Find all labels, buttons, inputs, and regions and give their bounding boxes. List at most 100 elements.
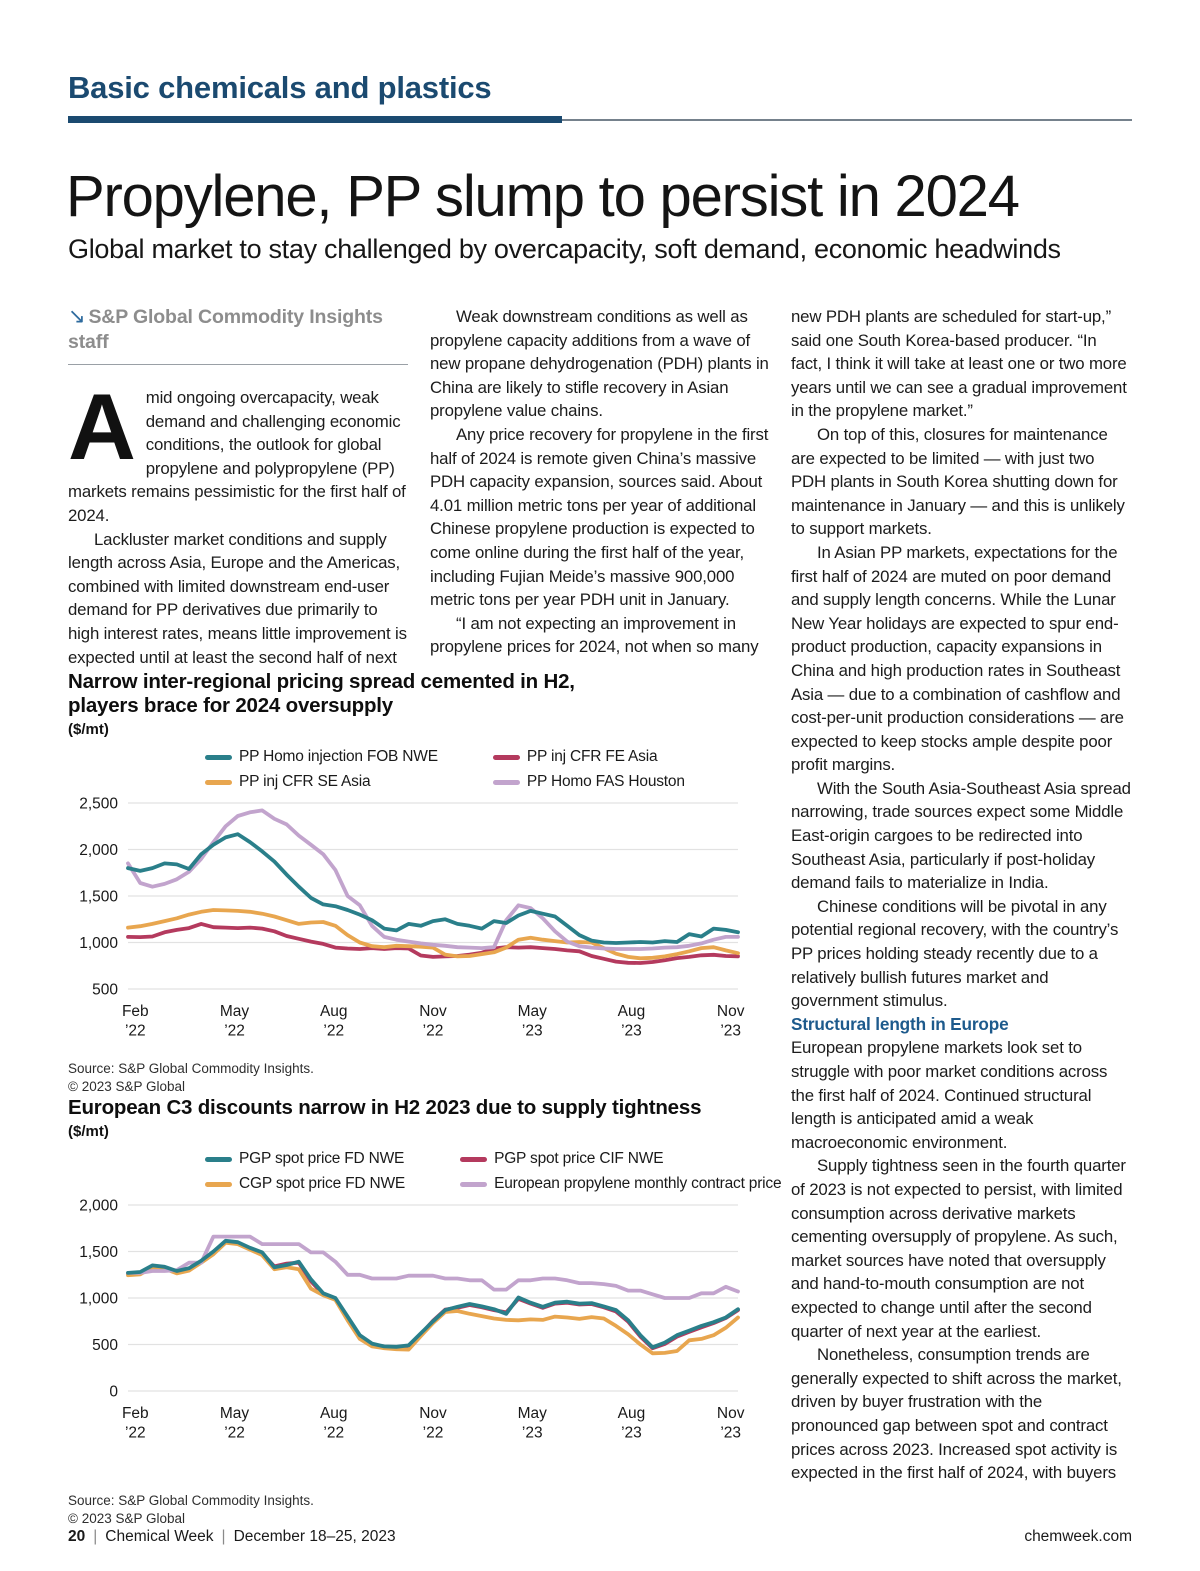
paragraph: new PDH plants are scheduled for start-u…: [791, 307, 1127, 421]
legend-swatch: [205, 754, 232, 760]
svg-text:Aug: Aug: [618, 1003, 646, 1020]
svg-text:2,500: 2,500: [79, 796, 118, 813]
svg-text:May: May: [518, 1405, 548, 1422]
svg-text:’23: ’23: [621, 1023, 642, 1040]
paragraph: “I am not expecting an improvement in pr…: [430, 613, 759, 657]
c3-discounts-chart: European C3 discounts narrow in H2 2023 …: [68, 1096, 782, 1527]
svg-text:Feb: Feb: [122, 1405, 149, 1422]
kicker-rule-thick: [68, 116, 562, 123]
svg-text:’22: ’22: [423, 1023, 444, 1040]
paragraph: On top of this, closures for maintenance…: [791, 424, 1125, 539]
legend-label: PGP spot price FD NWE: [239, 1150, 405, 1167]
paragraph: With the South Asia-Southeast Asia sprea…: [791, 778, 1131, 893]
svg-text:1,500: 1,500: [79, 1244, 118, 1261]
chart-legend: PGP spot price FD NWE PGP spot price CIF …: [205, 1150, 782, 1193]
section-kicker: Basic chemicals and plastics: [68, 70, 492, 105]
svg-text:1,500: 1,500: [79, 889, 118, 906]
chart-title: European C3 discounts narrow in H2 2023 …: [68, 1096, 702, 1119]
legend-item: PP Homo injection FOB NWE: [205, 748, 438, 766]
svg-text:’22: ’22: [323, 1425, 344, 1442]
legend-label: PGP spot price CIF NWE: [494, 1150, 664, 1167]
svg-text:Aug: Aug: [320, 1003, 348, 1020]
svg-text:’23: ’23: [720, 1425, 741, 1442]
svg-text:’23: ’23: [621, 1425, 642, 1442]
svg-text:’23: ’23: [522, 1023, 543, 1040]
svg-text:May: May: [220, 1405, 250, 1422]
paragraph: Supply tightness seen in the fourth quar…: [791, 1156, 1126, 1341]
line-chart-plot: 2,500 2,000 1,500 1,000 500 Feb ’22 May ’22 Aug ’2…: [68, 793, 746, 1052]
svg-text:May: May: [220, 1003, 250, 1020]
chart-source: Source: S&P Global Commodity Insights. © …: [68, 1061, 314, 1094]
svg-text:2,000: 2,000: [79, 1198, 118, 1215]
issue-date: December 18–25, 2023: [233, 1528, 396, 1545]
legend-swatch: [492, 754, 520, 760]
chart-series-line: [126, 808, 740, 951]
footer-separator: |: [221, 1528, 226, 1545]
svg-text:Aug: Aug: [320, 1405, 348, 1422]
svg-text:’23: ’23: [720, 1023, 741, 1040]
publication-name: Chemical Week: [105, 1528, 214, 1545]
legend-label: PP Homo injection FOB NWE: [239, 748, 438, 765]
legend-label: European propylene monthly contract pric…: [494, 1175, 782, 1192]
legend-label: CGP spot price FD NWE: [239, 1175, 406, 1192]
svg-text:Nov: Nov: [717, 1003, 745, 1020]
legend-item: PP inj CFR FE Asia: [492, 748, 685, 766]
paragraph: European propylene markets look set to s…: [791, 1038, 1108, 1152]
kicker-rule-thin: [562, 119, 1132, 121]
paragraph-text: mid ongoing overcapacity, weak demand an…: [68, 388, 406, 525]
footer-left: 20 | Chemical Week | December 18–25, 2023: [68, 1528, 396, 1546]
paragraph: Lackluster market conditions and supply …: [68, 529, 407, 677]
svg-text:Aug: Aug: [618, 1405, 646, 1422]
legend-swatch: [205, 779, 232, 785]
byline: ↘ S&P Global Commodity Insights staff: [68, 305, 408, 365]
svg-text:2,000: 2,000: [79, 842, 118, 859]
byline-text: S&P Global Commodity Insights staff: [68, 306, 383, 353]
paragraph: Any price recovery for propylene in the …: [430, 424, 769, 610]
article-column-3: new PDH plants are scheduled for start-u…: [791, 305, 1131, 1517]
chart-series-line: [126, 921, 740, 965]
footer-separator: |: [93, 1528, 98, 1545]
page-number: 20: [68, 1528, 86, 1545]
svg-text:500: 500: [92, 1337, 118, 1354]
chart-unit-label: ($/mt): [68, 1123, 109, 1140]
svg-text:’22: ’22: [224, 1425, 245, 1442]
svg-text:1,000: 1,000: [79, 935, 118, 952]
chart-title: Narrow inter-regional pricing spread cem…: [68, 670, 575, 717]
legend-item: PGP spot price FD NWE: [205, 1150, 405, 1168]
paragraph: Chinese conditions will be pivotal in an…: [791, 896, 1119, 1011]
svg-text:500: 500: [92, 982, 118, 999]
legend-swatch: [460, 1156, 488, 1162]
svg-text:0: 0: [109, 1384, 118, 1401]
chart-series-line: [126, 1239, 740, 1351]
svg-text:’23: ’23: [522, 1425, 543, 1442]
chart-series-line: [126, 908, 740, 961]
paragraph: Weak downstream conditions as well as pr…: [430, 307, 769, 421]
page-footer: 20 | Chemical Week | December 18–25, 2023 ch…: [68, 1528, 1132, 1546]
legend-swatch: [460, 1181, 488, 1187]
legend-item: PP Homo FAS Houston: [492, 773, 685, 791]
legend-item: PGP spot price CIF NWE: [460, 1150, 781, 1168]
chart-series-line: [126, 1234, 740, 1300]
paragraph: Nonetheless, consumption trends are gene…: [791, 1345, 1122, 1483]
svg-text:Feb: Feb: [122, 1003, 149, 1020]
svg-text:Nov: Nov: [419, 1003, 447, 1020]
chart-source: Source: S&P Global Commodity Insights. © …: [68, 1493, 314, 1526]
section-subhead: Structural length in Europe: [791, 1013, 1009, 1034]
chart-series-line: [126, 832, 740, 945]
article-title: Propylene, PP slump to persist in 2024: [66, 164, 1020, 229]
svg-text:’22: ’22: [125, 1023, 146, 1040]
paragraph: In Asian PP markets, expectations for th…: [791, 542, 1124, 775]
svg-text:Nov: Nov: [717, 1405, 745, 1422]
legend-label: PP inj CFR FE Asia: [526, 748, 658, 765]
svg-text:’22: ’22: [423, 1425, 444, 1442]
legend-item: European propylene monthly contract pric…: [460, 1175, 782, 1193]
legend-swatch: [205, 1181, 232, 1187]
svg-text:1,000: 1,000: [79, 1291, 118, 1308]
legend-swatch: [205, 1156, 232, 1162]
article-column-2: Weak downstream conditions as well as pr…: [430, 305, 770, 677]
legend-swatch: [492, 779, 520, 785]
pricing-spread-chart: Narrow inter-regional pricing spread cem…: [68, 670, 746, 1095]
svg-text:May: May: [518, 1003, 548, 1020]
svg-text:’22: ’22: [125, 1425, 146, 1442]
